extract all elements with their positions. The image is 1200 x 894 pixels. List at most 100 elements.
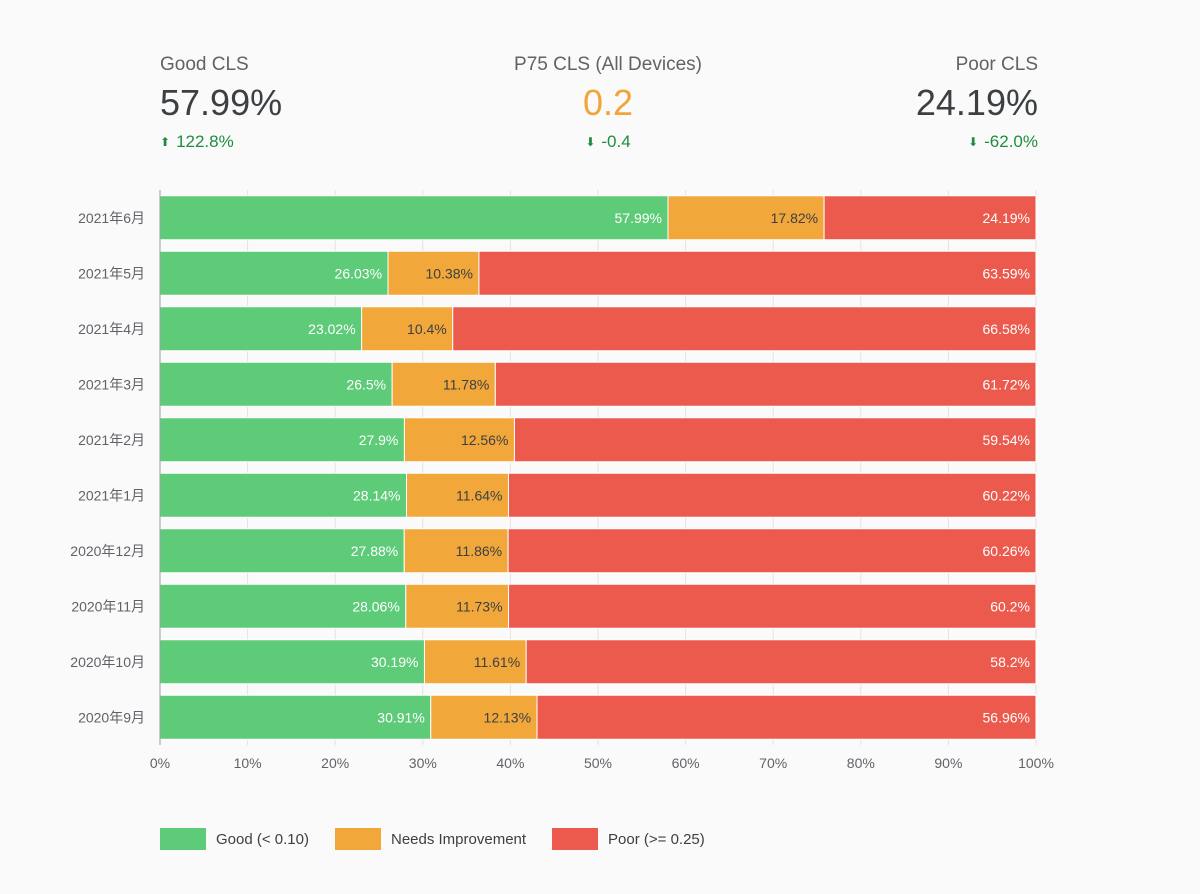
bar-segment-good	[159, 639, 425, 685]
arrow-down-icon: ⬇	[585, 135, 596, 149]
poor-cls-value: 24.19%	[915, 82, 1038, 123]
arrow-down-icon: ⬇	[968, 135, 979, 149]
data-label: 60.2%	[990, 598, 1030, 614]
data-label: 26.5%	[346, 376, 386, 392]
bar-segment-needs-improvement	[403, 417, 515, 463]
bar-segment-good	[159, 417, 405, 463]
data-label: 28.14%	[353, 487, 400, 503]
legend-swatch-poor	[552, 828, 599, 850]
good-cls-delta-value: 122.8%	[176, 132, 234, 151]
x-tick-label: 10%	[234, 755, 262, 771]
data-label: 11.86%	[456, 543, 502, 559]
bar-segment-good	[159, 472, 408, 518]
data-label: 57.99%	[615, 210, 662, 226]
x-tick-label: 50%	[584, 755, 612, 771]
p75-cls-value: 0.2	[582, 82, 634, 123]
data-label: 56.96%	[983, 709, 1030, 725]
poor-cls-delta: ⬇ -62.0%	[718, 130, 1038, 154]
chart-legend: Good (< 0.10) Needs Improvement Poor (>=…	[160, 828, 731, 850]
x-tick-label: 70%	[759, 755, 787, 771]
x-tick-label: 0%	[150, 755, 170, 771]
bar-segment-good	[159, 306, 363, 352]
data-label: 10.4%	[407, 321, 447, 337]
x-tick-label: 30%	[409, 755, 437, 771]
data-label: 30.91%	[377, 709, 424, 725]
data-label: 60.22%	[983, 487, 1030, 503]
good-cls-label: Good CLS	[160, 54, 249, 75]
good-cls-delta: ⬆ 122.8%	[160, 130, 480, 154]
data-label: 61.72%	[983, 376, 1030, 392]
data-label: 60.26%	[983, 543, 1030, 559]
legend-item-good[interactable]: Good (< 0.10)	[160, 828, 309, 850]
bar-segment-poor	[513, 417, 1037, 463]
x-tick-label: 90%	[934, 755, 962, 771]
data-label: 59.54%	[983, 432, 1030, 448]
bar-segment-poor	[478, 250, 1037, 296]
data-label: 63.59%	[983, 265, 1030, 281]
poor-cls-scorecard: Poor CLS 24.19% ⬇ -62.0%	[718, 52, 1038, 154]
bar-segment-poor	[452, 306, 1037, 352]
data-label: 11.64%	[456, 487, 502, 503]
bar-segment-poor	[508, 583, 1037, 629]
data-label: 26.03%	[335, 265, 382, 281]
legend-swatch-good	[160, 828, 206, 850]
x-tick-label: 80%	[847, 755, 875, 771]
bar-segment-needs-improvement	[667, 195, 825, 241]
data-label: 12.56%	[461, 432, 508, 448]
y-category-label: 2021年3月	[78, 376, 145, 392]
data-label: 11.78%	[443, 376, 489, 392]
arrow-up-icon: ⬆	[160, 135, 171, 149]
bar-segment-needs-improvement	[430, 694, 538, 740]
y-category-label: 2021年1月	[78, 487, 145, 503]
poor-cls-label: Poor CLS	[955, 54, 1038, 75]
data-label: 24.19%	[983, 210, 1030, 226]
data-label: 58.2%	[990, 654, 1030, 670]
data-label: 66.58%	[983, 321, 1030, 337]
x-tick-label: 20%	[321, 755, 349, 771]
legend-item-needs-improvement[interactable]: Needs Improvement	[334, 828, 527, 850]
y-category-label: 2021年6月	[78, 210, 145, 226]
x-tick-label: 40%	[496, 755, 524, 771]
bar-segment-poor	[536, 694, 1037, 740]
data-label: 12.13%	[484, 709, 531, 725]
bar-segment-needs-improvement	[405, 583, 510, 629]
bar-segment-good	[159, 195, 669, 241]
y-category-label: 2020年11月	[71, 598, 145, 614]
legend-label-needs-improvement: Needs Improvement	[390, 830, 527, 848]
y-category-label: 2021年5月	[78, 265, 145, 281]
y-category-label: 2021年2月	[78, 432, 145, 448]
p75-cls-delta-value: -0.4	[601, 132, 631, 151]
p75-cls-delta: ⬇ -0.4	[448, 130, 768, 154]
good-cls-scorecard: Good CLS 57.99% ⬆ 122.8%	[160, 52, 480, 154]
x-tick-label: 100%	[1018, 755, 1054, 771]
data-label: 27.9%	[359, 432, 399, 448]
bar-segment-good	[159, 250, 389, 296]
legend-label-good: Good (< 0.10)	[216, 830, 309, 848]
y-category-label: 2020年10月	[70, 654, 145, 670]
poor-cls-delta-value: -62.0%	[984, 132, 1038, 151]
p75-cls-scorecard: P75 CLS (All Devices) 0.2 ⬇ -0.4	[448, 52, 768, 154]
bar-segment-poor	[507, 472, 1037, 518]
bar-segment-poor	[507, 528, 1037, 574]
legend-label-poor: Poor (>= 0.25)	[608, 830, 705, 848]
legend-item-poor[interactable]: Poor (>= 0.25)	[552, 828, 705, 850]
y-category-label: 2021年4月	[78, 321, 145, 337]
bar-segment-good	[159, 528, 405, 574]
bar-segment-needs-improvement	[403, 528, 509, 574]
x-tick-label: 60%	[672, 755, 700, 771]
data-label: 11.73%	[456, 598, 502, 614]
data-label: 30.19%	[371, 654, 418, 670]
good-cls-value: 57.99%	[160, 82, 283, 123]
data-label: 27.88%	[351, 543, 398, 559]
y-category-label: 2020年9月	[78, 709, 145, 725]
legend-swatch-needs-improvement	[334, 828, 381, 850]
bar-segment-needs-improvement	[423, 639, 527, 685]
bar-segment-poor	[823, 195, 1037, 241]
bar-segment-poor	[525, 639, 1037, 685]
data-label: 10.38%	[425, 265, 472, 281]
data-label: 28.06%	[352, 598, 399, 614]
p75-cls-label: P75 CLS (All Devices)	[514, 54, 702, 75]
data-label: 23.02%	[308, 321, 355, 337]
